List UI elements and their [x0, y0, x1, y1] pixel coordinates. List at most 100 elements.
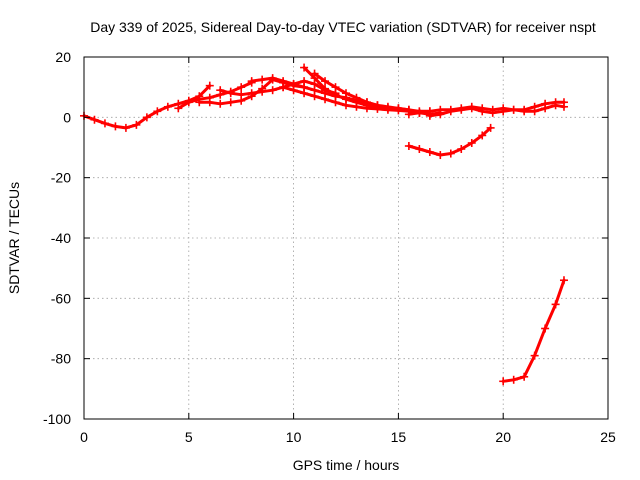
- data-point: [436, 110, 445, 119]
- data-point: [446, 149, 455, 158]
- chart-title: Day 339 of 2025, Sidereal Day-to-day VTE…: [90, 19, 596, 35]
- x-tick-label: 25: [600, 429, 616, 445]
- data-point: [486, 123, 495, 132]
- data-point: [394, 106, 403, 115]
- data-point: [321, 77, 330, 86]
- data-point: [247, 89, 256, 98]
- y-tick-label: -60: [51, 290, 71, 306]
- series-line: [501, 278, 566, 383]
- data-point: [520, 372, 529, 381]
- y-axis-label: SDTVAR / TECUs: [6, 182, 22, 294]
- data-point: [226, 98, 235, 107]
- series-line: [407, 126, 493, 157]
- data-point: [321, 84, 330, 93]
- data-point: [352, 102, 361, 111]
- data-point: [268, 74, 277, 83]
- series-trace-1: [80, 81, 214, 132]
- data-point: [467, 138, 476, 147]
- data-point: [509, 375, 518, 384]
- data-point: [331, 83, 340, 92]
- data-point: [404, 141, 413, 150]
- x-tick-label: 0: [80, 429, 88, 445]
- grid: [84, 57, 608, 419]
- data-point: [331, 98, 340, 107]
- data-point: [415, 145, 424, 154]
- data-point: [373, 104, 382, 113]
- data-point: [258, 87, 267, 96]
- data-point: [289, 86, 298, 95]
- data-point: [310, 92, 319, 101]
- data-point: [457, 105, 466, 114]
- data-point: [321, 95, 330, 104]
- x-tick-label: 5: [185, 429, 193, 445]
- data-point: [226, 89, 235, 98]
- data-point: [446, 107, 455, 116]
- data-point: [195, 98, 204, 107]
- x-axis-label: GPS time / hours: [293, 457, 400, 473]
- y-tick-label: -80: [51, 351, 71, 367]
- data-point: [509, 105, 518, 114]
- data-point: [258, 75, 267, 84]
- data-point: [100, 119, 109, 128]
- data-point: [478, 131, 487, 140]
- x-tick-label: 10: [286, 429, 302, 445]
- data-point: [541, 324, 550, 333]
- data-point: [415, 108, 424, 117]
- data-point: [541, 104, 550, 113]
- data-point: [174, 104, 183, 113]
- data-point: [520, 107, 529, 116]
- data-point: [383, 105, 392, 114]
- data-point: [205, 98, 214, 107]
- data-point: [352, 93, 361, 102]
- data-point: [300, 89, 309, 98]
- data-point: [559, 276, 568, 285]
- series-trace-12: [499, 276, 568, 386]
- data-point: [436, 151, 445, 160]
- data-point: [184, 98, 193, 107]
- data-point: [163, 102, 172, 111]
- data-point: [457, 145, 466, 154]
- data-point: [111, 122, 120, 131]
- data-point: [488, 108, 497, 117]
- data-point: [216, 99, 225, 108]
- data-point: [404, 110, 413, 119]
- y-tick-label: 0: [63, 109, 71, 125]
- y-tick-label: -40: [51, 230, 71, 246]
- data-point: [342, 89, 350, 98]
- data-point: [551, 101, 560, 110]
- data-point: [279, 83, 288, 92]
- data-point: [142, 113, 151, 122]
- data-point: [331, 90, 340, 99]
- x-tick-label: 20: [495, 429, 511, 445]
- data-point: [559, 102, 568, 111]
- data-point: [205, 81, 214, 90]
- data-point: [268, 86, 277, 95]
- series-trace-11: [404, 123, 495, 160]
- data-point: [530, 107, 539, 116]
- series-trace-10: [425, 101, 568, 120]
- data-point: [237, 83, 246, 92]
- data-point: [237, 90, 246, 99]
- data-point: [499, 107, 508, 116]
- y-tick-label: -20: [51, 170, 71, 186]
- data-point: [310, 69, 319, 78]
- data-point: [425, 111, 434, 120]
- series-line: [407, 100, 566, 116]
- data-point: [499, 377, 508, 386]
- y-tick-label: -100: [43, 411, 71, 427]
- series-line: [82, 84, 212, 130]
- data-point: [478, 107, 487, 116]
- data-point: [362, 104, 371, 113]
- data-point: [425, 148, 434, 157]
- data-point: [90, 115, 99, 124]
- data-point: [216, 86, 225, 95]
- y-tick-label: 20: [55, 49, 71, 65]
- data-series: [80, 63, 568, 386]
- axis-ticks: 0 5 10 15 20 25 -100 -80 -60 -40 -20 0 20: [43, 49, 616, 445]
- data-point: [300, 63, 309, 72]
- data-point: [467, 104, 476, 113]
- data-point: [132, 120, 141, 129]
- data-point: [551, 300, 560, 309]
- data-point: [342, 101, 350, 110]
